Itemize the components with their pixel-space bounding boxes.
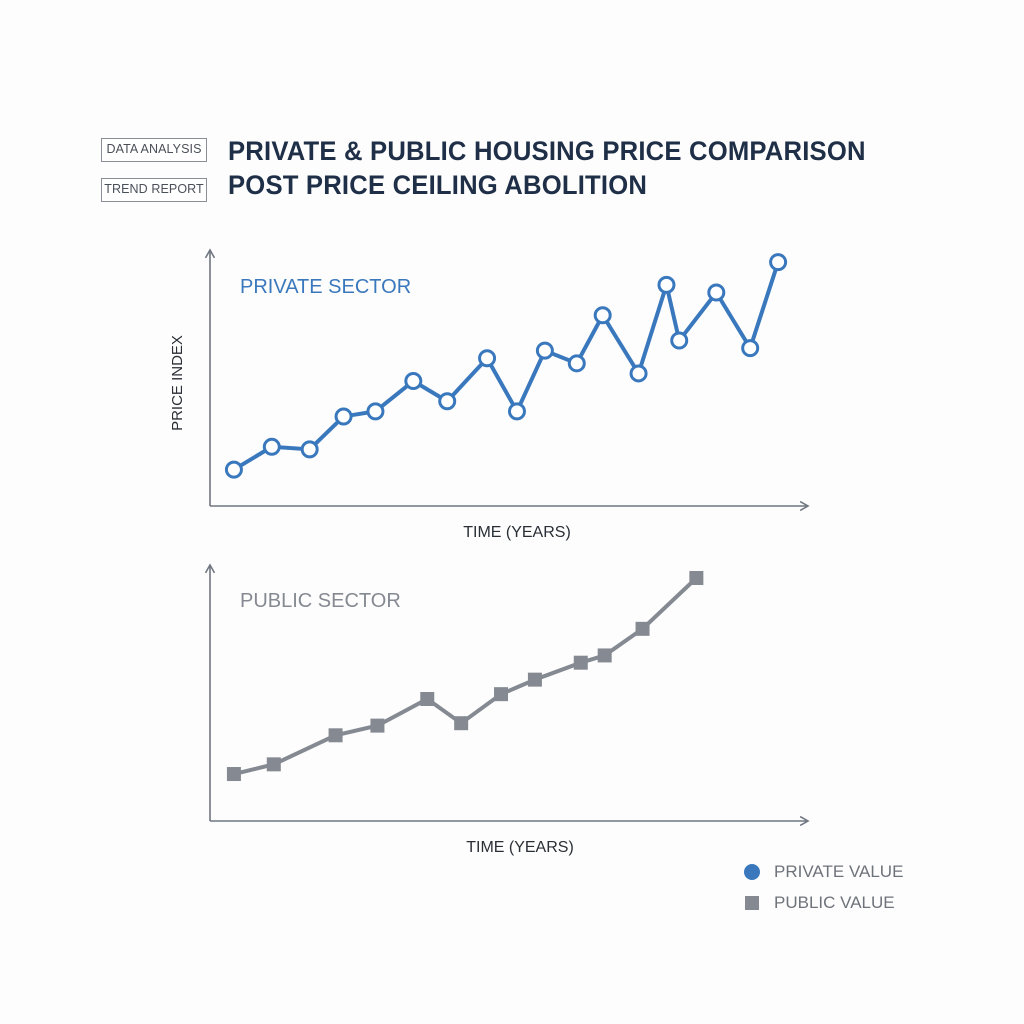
public-data-point-1 [266,757,281,772]
public-series [226,571,704,782]
public-data-point-4 [420,692,435,706]
private-data-point-16 [741,339,760,358]
private-data-point-17 [769,253,788,272]
private-data-point-14 [670,331,689,350]
circle-marker-icon [744,864,760,880]
data-analysis-tag: DATA ANALYSIS [101,138,207,162]
public-data-point-7 [527,672,542,687]
public-sector-chart: PUBLIC SECTOR TIME (YEARS) [204,563,810,856]
private-data-point-3 [334,407,353,426]
page-title-line-2: POST PRICE CEILING ABOLITION [228,170,648,200]
private-data-point-10 [567,354,586,373]
public-data-point-2 [328,728,343,743]
trend-report-tag: TREND REPORT [101,178,207,202]
public-data-point-9 [597,648,612,663]
legend-label-public: PUBLIC VALUE [774,893,895,912]
private-data-point-12 [629,364,648,383]
legend-label-private: PRIVATE VALUE [774,862,904,881]
private-x-axis-label: TIME (YEARS) [463,524,571,541]
public-data-point-0 [226,767,241,782]
private-data-point-6 [438,392,457,411]
public-x-axis-label: TIME (YEARS) [466,839,574,856]
private-data-point-5 [404,372,423,391]
private-data-point-0 [224,460,243,479]
private-data-point-11 [593,306,612,325]
private-data-point-9 [535,341,554,360]
private-data-point-4 [366,402,385,421]
private-sector-label: PRIVATE SECTOR [240,276,411,298]
public-data-point-11 [689,571,704,585]
private-series [224,253,788,479]
private-data-point-1 [262,437,281,456]
page-title-line-1: PRIVATE & PUBLIC HOUSING PRICE COMPARISO… [228,136,866,166]
private-y-axis-label: PRICE INDEX [169,335,186,431]
private-data-point-13 [657,275,676,294]
private-data-point-2 [300,440,319,459]
square-marker-icon [745,896,759,910]
private-sector-chart: PRIVATE SECTOR TIME (YEARS) PRICE INDEX [169,248,810,541]
public-data-point-8 [573,655,588,670]
public-data-point-6 [494,687,509,702]
private-data-point-15 [707,283,726,302]
public-data-point-3 [370,718,385,733]
public-data-point-5 [454,716,469,731]
private-data-point-7 [478,349,497,368]
public-sector-label: PUBLIC SECTOR [240,590,401,612]
private-data-point-8 [507,402,526,421]
public-data-point-10 [635,621,650,636]
